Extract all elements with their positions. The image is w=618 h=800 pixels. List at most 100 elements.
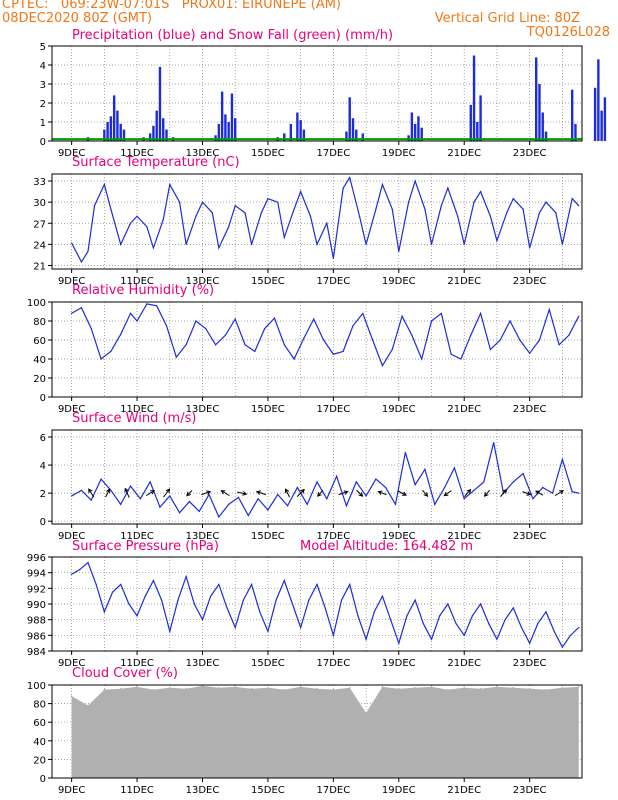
precip-bar xyxy=(155,110,158,141)
rh-xtick-label: 19DEC xyxy=(382,404,416,415)
header-model-id: TQ0126L028 xyxy=(526,25,610,40)
wind-arrow xyxy=(443,490,452,497)
wind-arrow-head xyxy=(466,488,472,494)
cloud-point xyxy=(234,686,237,688)
precip-bar xyxy=(296,112,299,141)
wind-point xyxy=(483,481,485,483)
wind-ytick-label: 4 xyxy=(40,461,46,472)
cloud-point xyxy=(103,688,106,691)
temp-point xyxy=(571,198,573,200)
temp-point xyxy=(342,187,344,189)
wind-frame xyxy=(51,429,583,525)
cloud-point xyxy=(545,688,547,691)
temp-xtick-label: 13DEC xyxy=(186,276,220,287)
cloud-xtick-label: 19DEC xyxy=(382,785,416,796)
rh-point xyxy=(421,358,423,360)
pressure-point xyxy=(471,615,474,617)
temp-point xyxy=(146,226,148,228)
cloud-point xyxy=(316,687,318,690)
rh-point xyxy=(129,312,132,314)
cloud-point xyxy=(397,687,400,690)
wind-arrow-head xyxy=(150,490,156,495)
rh-point xyxy=(548,309,550,311)
temp-point xyxy=(365,243,367,245)
wind-arrow-shaft xyxy=(378,491,387,496)
temp-point xyxy=(398,250,400,253)
wind-point xyxy=(542,486,544,489)
wind-arrow-head xyxy=(300,488,305,494)
pressure-frame xyxy=(51,556,583,652)
pressure-panel: 984 986 988 990 992 994 996 9DEC 11DEC 13DEC 15DEC… xyxy=(27,553,583,669)
temp-ytick-label: 33 xyxy=(33,177,46,188)
precip-bar xyxy=(109,116,113,141)
pressure-title: Surface Pressure (hPa) xyxy=(72,539,219,554)
precip-bar xyxy=(152,125,155,141)
pressure-point xyxy=(103,611,105,613)
temp-point xyxy=(110,208,112,210)
cloud-title: Cloud Cover (%) xyxy=(72,666,178,681)
temp-panel: 21 24 27 30 33 9DEC 11DEC 13DEC 15DEC 17DEC 19DEC 2… xyxy=(33,173,583,287)
header-line1: CPTEC: 069:23W-07:01S PROX01: EIRUNEPE (… xyxy=(2,0,341,12)
wind-point xyxy=(326,498,328,500)
rh-point xyxy=(391,348,393,351)
cloud-frame xyxy=(51,684,583,779)
wind-point xyxy=(463,498,465,500)
pressure-point xyxy=(275,599,277,601)
pressure-point xyxy=(447,603,449,605)
cloud-ytick-label: 0 xyxy=(40,774,46,785)
cloud-point xyxy=(299,686,302,688)
pressure-xtick-label: 15DEC xyxy=(251,658,285,669)
wind-arrow-shaft xyxy=(88,488,95,498)
wind-arrow-head xyxy=(206,490,212,495)
pressure-point xyxy=(561,646,563,648)
wind-arrow-shaft xyxy=(145,490,155,497)
wind-arrow-shaft xyxy=(356,489,363,497)
precip-ytick-label: 2 xyxy=(40,99,46,110)
temp-point xyxy=(228,226,230,228)
pressure-point xyxy=(177,599,179,601)
pressure-point xyxy=(537,622,539,625)
pressure-point xyxy=(185,575,187,578)
precip-bar xyxy=(472,55,476,141)
cloud-xtick-label: 11DEC xyxy=(120,785,154,796)
wind-panel: 0 2 4 6 9DEC 11DEC 13DEC 15DEC 17DEC 19DEC 21DEC 23… xyxy=(40,429,583,542)
cloud-cover-area xyxy=(71,685,579,778)
temp-point xyxy=(277,201,279,203)
rh-point xyxy=(519,339,521,341)
rh-point xyxy=(322,339,325,341)
precip-bar xyxy=(345,131,348,141)
temp-point xyxy=(561,243,563,245)
temp-point xyxy=(267,198,269,200)
wind-ytick-label: 6 xyxy=(40,433,46,444)
precip-bar xyxy=(544,131,548,141)
pressure-point xyxy=(210,595,212,597)
pressure-point xyxy=(488,622,490,625)
wind-arrow xyxy=(163,488,171,498)
precip-bar xyxy=(570,89,574,141)
wind-point xyxy=(267,509,269,511)
wind-arrow-shaft xyxy=(338,491,348,496)
rh-frame xyxy=(51,301,583,398)
precip-bar xyxy=(410,112,414,141)
wind-point xyxy=(434,503,436,505)
pressure-point xyxy=(291,603,294,605)
wind-arrow xyxy=(554,490,564,497)
wind-point xyxy=(110,489,112,491)
rh-point xyxy=(430,320,433,322)
wind-point xyxy=(139,498,141,500)
model-altitude: Model Altitude: 164.482 m xyxy=(300,539,474,554)
pressure-point xyxy=(512,607,514,609)
rh-point xyxy=(120,333,122,335)
temp-point xyxy=(218,247,220,249)
temp-series-line xyxy=(71,176,580,264)
precip-ytick-label: 0 xyxy=(40,137,46,148)
wind-arrow xyxy=(145,490,156,497)
pressure-point xyxy=(136,615,138,617)
temp-point xyxy=(244,212,246,214)
precip-bar xyxy=(162,118,165,141)
temp-point xyxy=(260,212,262,214)
wind-arrow-head xyxy=(358,492,364,497)
wind-arrow-head xyxy=(423,492,429,497)
precip-bar xyxy=(600,110,603,141)
precip-bar xyxy=(227,122,230,141)
